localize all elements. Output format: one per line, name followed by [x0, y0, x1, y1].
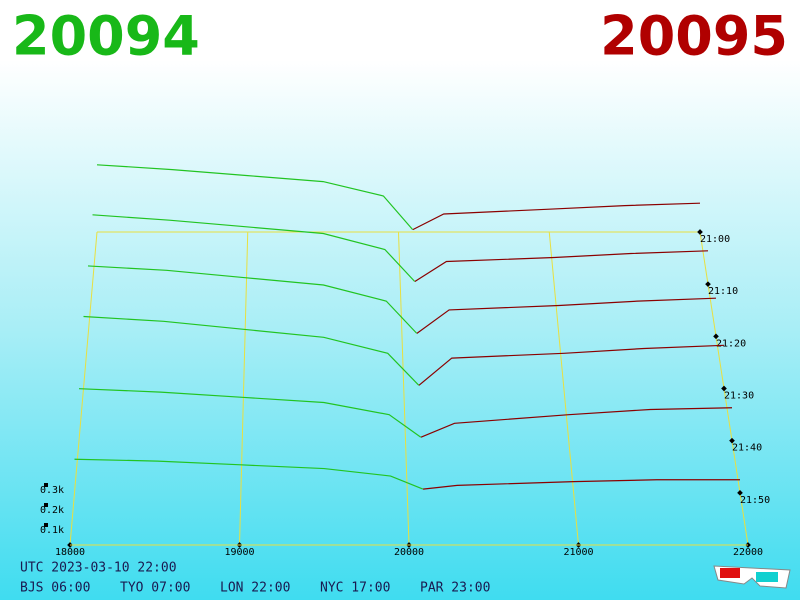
time-zone: TYO 07:00 — [120, 581, 190, 596]
time-zone: PAR 23:00 — [420, 581, 490, 596]
x-tick-label: 20000 — [394, 547, 424, 558]
time-tick-mark — [737, 490, 743, 496]
bid-depth-line — [87, 265, 418, 334]
x-tick-label: 22000 — [733, 547, 763, 558]
time-zone: NYC 17:00 — [320, 581, 390, 596]
grid-line — [239, 231, 249, 546]
z-tick-mark — [44, 483, 48, 487]
time-zone: BJS 06:00 — [20, 581, 90, 596]
glasses-icon — [713, 565, 791, 589]
time-tick-label: 21:50 — [740, 495, 770, 506]
z-tick-mark — [44, 523, 48, 527]
time-tick-mark — [721, 385, 727, 392]
ask-depth-line — [422, 479, 740, 490]
time-tick-mark — [729, 437, 735, 444]
bid-depth-line — [74, 458, 424, 490]
time-tick-mark — [697, 229, 703, 235]
ask-depth-line — [412, 202, 701, 231]
ask-depth-line — [416, 297, 717, 334]
z-tick-mark — [44, 503, 48, 507]
time-tick-mark — [713, 333, 719, 340]
x-tick-label: 18000 — [55, 547, 85, 558]
time-zone: LON 22:00 — [220, 581, 290, 596]
x-tick-label: 21000 — [563, 547, 593, 558]
ask-depth-line — [418, 344, 725, 386]
grid-line — [548, 231, 579, 546]
ask-depth-line — [414, 250, 709, 283]
time-tick-label: 21:10 — [708, 286, 738, 297]
bid-depth-line — [78, 388, 422, 438]
x-tick-label: 19000 — [224, 547, 254, 558]
time-tick-label: 21:30 — [724, 391, 754, 402]
z-tick-label: 0.3k — [40, 485, 64, 496]
clock: UTC 2023-03-10 22:00 — [20, 561, 177, 576]
z-tick-label: 0.2k — [40, 505, 64, 516]
bid-depth-line — [92, 214, 416, 282]
z-tick-label: 0.1k — [40, 525, 64, 536]
time-tick-label: 21:00 — [700, 234, 730, 245]
bid-depth-line — [83, 315, 420, 386]
best-bid: 20094 — [12, 5, 200, 68]
grid-line — [398, 231, 410, 546]
ask-depth-line — [420, 407, 733, 438]
bid-depth-line — [96, 164, 414, 230]
best-ask: 20095 — [600, 5, 788, 68]
time-tick-label: 21:40 — [732, 443, 762, 454]
time-tick-mark — [705, 281, 711, 287]
time-tick-label: 21:20 — [716, 338, 746, 349]
